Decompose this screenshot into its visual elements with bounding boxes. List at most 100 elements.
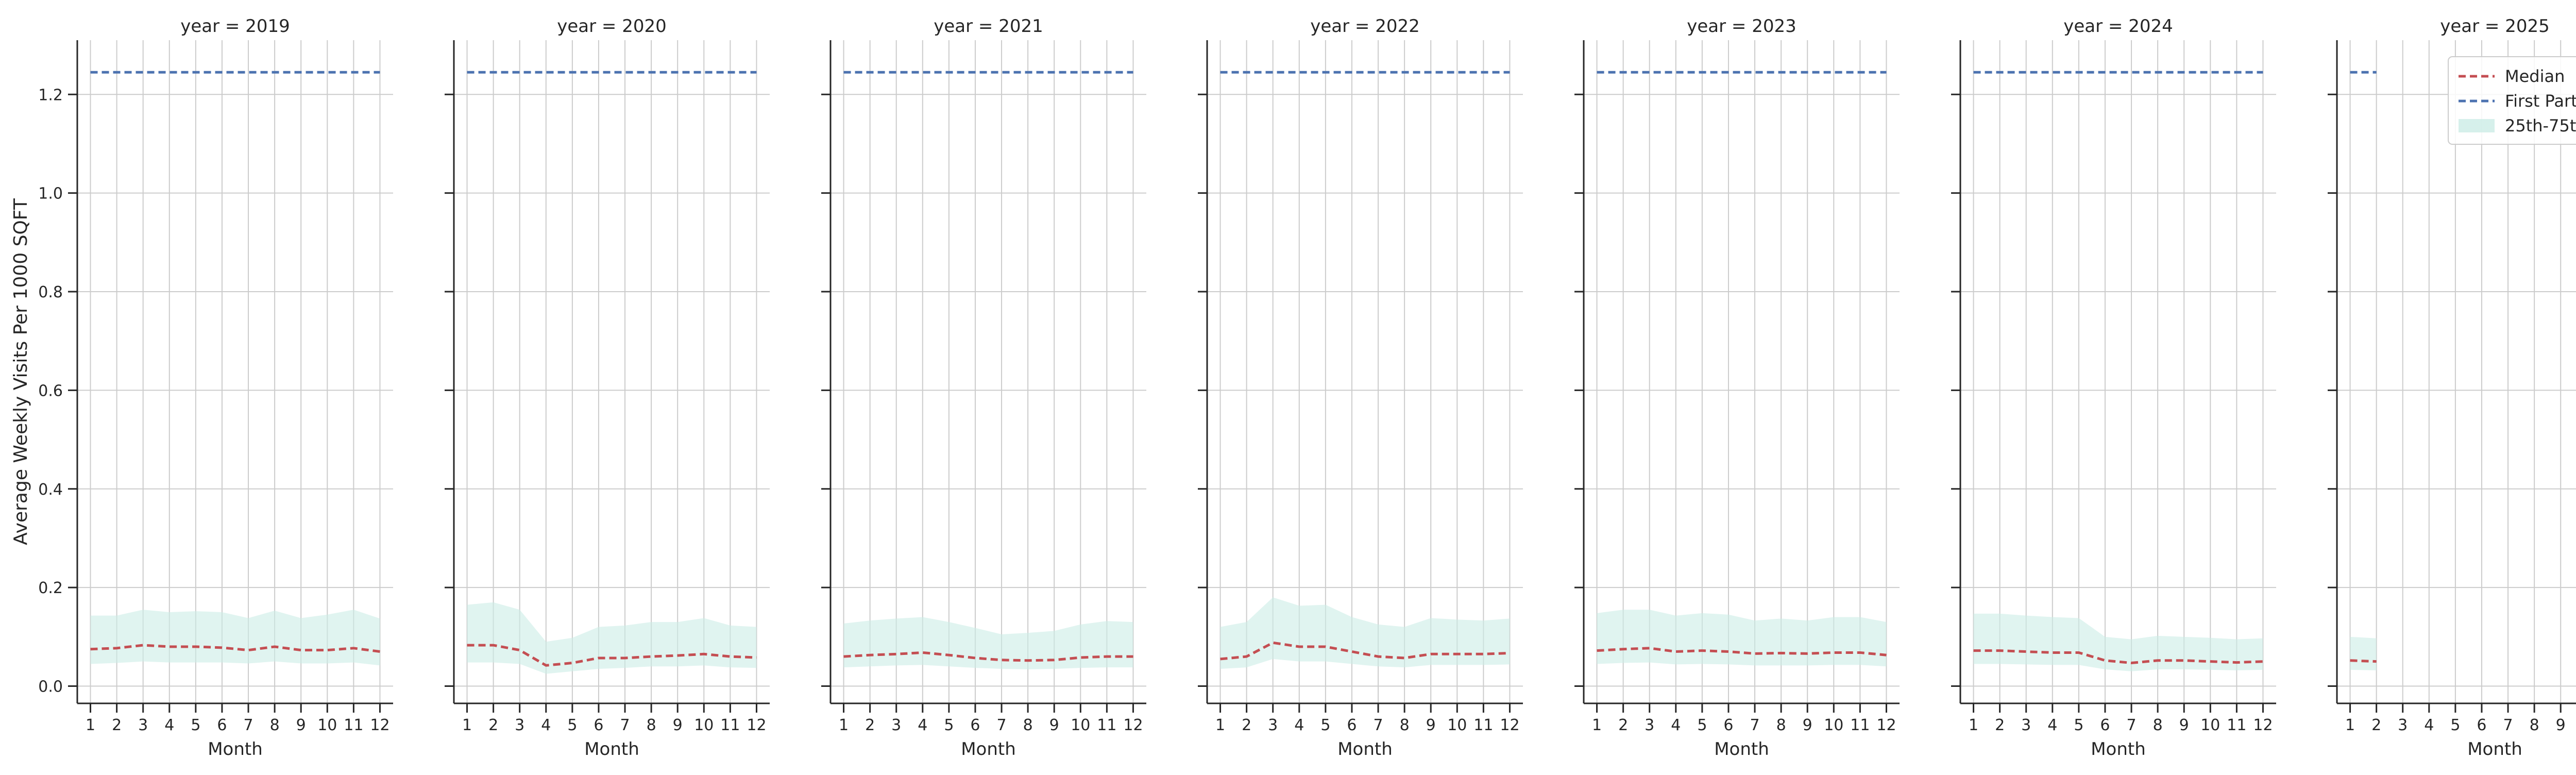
x-tick-label: 12: [1876, 716, 1896, 734]
x-tick-label: 10: [317, 716, 337, 734]
x-tick-label: 4: [1294, 716, 1304, 734]
median-line: [1220, 641, 1510, 661]
median-line: [90, 644, 380, 653]
x-tick-label: 3: [2021, 716, 2031, 734]
x-tick-label: 12: [747, 716, 766, 734]
x-tick-label: 2: [112, 716, 122, 734]
facet-title: year = 2023: [1687, 16, 1796, 37]
facet-title: year = 2024: [2063, 16, 2173, 37]
x-tick-label: 1: [1969, 716, 1978, 734]
x-tick-label: 11: [344, 716, 363, 734]
x-tick-label: 8: [1023, 716, 1033, 734]
x-tick-label: 6: [217, 716, 227, 734]
y-tick-label: 0.4: [38, 481, 63, 499]
x-tick-label: 12: [370, 716, 389, 734]
percentile-band: [1597, 610, 1887, 667]
x-tick-label: 3: [138, 716, 148, 734]
x-tick-label: 5: [2450, 716, 2460, 734]
x-tick-label: 2: [488, 716, 498, 734]
x-tick-label: 4: [2424, 716, 2434, 734]
x-tick-label: 6: [1347, 716, 1357, 734]
x-tick-label: 4: [1671, 716, 1681, 734]
x-tick-label: 8: [1400, 716, 1410, 734]
x-tick-label: 5: [567, 716, 577, 734]
legend-swatch-band: [2459, 119, 2495, 132]
median-line: [2350, 659, 2377, 663]
x-tick-label: 4: [2047, 716, 2057, 734]
x-tick-label: 1: [839, 716, 849, 734]
x-tick-label: 11: [2227, 716, 2246, 734]
x-tick-label: 11: [1097, 716, 1116, 734]
x-tick-label: 2: [1995, 716, 2005, 734]
x-tick-label: 1: [462, 716, 472, 734]
x-tick-label: 6: [2100, 716, 2110, 734]
x-tick-label: 2: [1618, 716, 1628, 734]
x-tick-label: 5: [2074, 716, 2083, 734]
percentile-band: [1973, 613, 2263, 671]
x-tick-label: 11: [1473, 716, 1493, 734]
x-tick-label: 6: [594, 716, 603, 734]
x-tick-label: 8: [270, 716, 280, 734]
x-tick-label: 4: [164, 716, 174, 734]
x-tick-label: 11: [720, 716, 740, 734]
x-axis-label: Month: [208, 739, 263, 760]
legend: Median First Party Median 25th-75th Percen…: [2448, 56, 2576, 145]
x-axis-label: Month: [961, 739, 1016, 760]
y-tick-label: 1.0: [38, 185, 63, 203]
x-tick-label: 10: [1447, 716, 1467, 734]
y-tick-label: 0.6: [38, 382, 63, 400]
x-tick-label: 7: [2503, 716, 2513, 734]
x-tick-label: 4: [918, 716, 927, 734]
x-tick-label: 3: [2398, 716, 2408, 734]
median-line: [1973, 649, 2263, 665]
facet-title: year = 2019: [180, 16, 290, 37]
x-tick-label: 9: [1049, 716, 1059, 734]
x-tick-label: 2: [865, 716, 875, 734]
x-tick-label: 9: [1426, 716, 1436, 734]
percentile-band: [90, 610, 380, 666]
x-tick-label: 3: [891, 716, 901, 734]
x-tick-label: 2: [1242, 716, 1251, 734]
x-tick-label: 10: [1071, 716, 1090, 734]
x-tick-label: 9: [673, 716, 683, 734]
x-axis-label: Month: [2091, 739, 2146, 760]
x-tick-label: 11: [1850, 716, 1870, 734]
x-tick-label: 1: [2345, 716, 2355, 734]
x-tick-label: 12: [1500, 716, 1519, 734]
x-tick-label: 7: [1373, 716, 1383, 734]
y-tick-label: 1.2: [38, 86, 63, 104]
legend-label: 25th-75th Percentile: [2505, 116, 2576, 136]
y-tick-label: 0.0: [38, 678, 63, 696]
x-tick-label: 9: [2556, 716, 2566, 734]
x-tick-label: 7: [243, 716, 253, 734]
x-tick-label: 10: [694, 716, 714, 734]
y-axis-label: Average Weekly Visits Per 1000 SQFT: [10, 198, 31, 545]
percentile-band: [1220, 597, 1510, 669]
x-tick-label: 5: [1697, 716, 1707, 734]
x-tick-label: 9: [2179, 716, 2189, 734]
x-axis-label: Month: [1714, 739, 1769, 760]
x-tick-label: 1: [1215, 716, 1225, 734]
x-tick-label: 12: [2253, 716, 2273, 734]
x-tick-label: 6: [1723, 716, 1733, 734]
x-tick-label: 8: [1776, 716, 1786, 734]
x-tick-label: 10: [2200, 716, 2220, 734]
x-tick-label: 5: [944, 716, 954, 734]
median-line: [1597, 647, 1887, 656]
x-tick-label: 8: [647, 716, 656, 734]
x-tick-label: 7: [620, 716, 630, 734]
legend-label: Median: [2505, 66, 2565, 86]
x-tick-label: 5: [191, 716, 200, 734]
facet-title: year = 2021: [934, 16, 1043, 37]
median-line: [843, 651, 1133, 662]
x-tick-label: 6: [2477, 716, 2486, 734]
x-tick-label: 12: [1123, 716, 1143, 734]
x-tick-label: 7: [996, 716, 1006, 734]
